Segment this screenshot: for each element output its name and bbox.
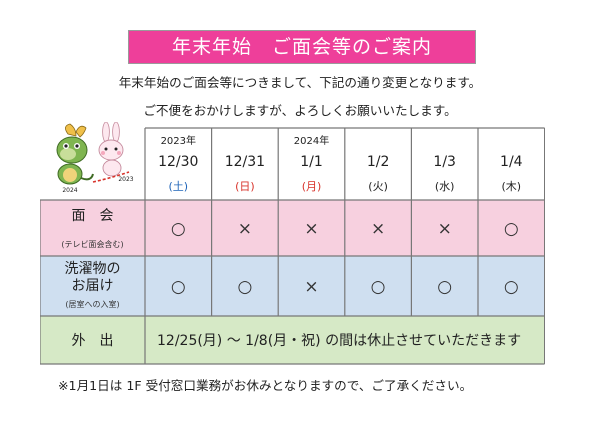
- column-date: 12/31: [225, 154, 265, 170]
- availability-mark: ○: [237, 277, 252, 297]
- availability-mark: ○: [437, 277, 452, 297]
- availability-mark: ×: [371, 219, 385, 239]
- intro-line-1: 年末年始のご面会等につきまして、下記の通り変更となります。: [118, 75, 482, 90]
- column-day: (火): [368, 180, 388, 193]
- availability-mark: ×: [304, 219, 318, 239]
- outing-label: 外 出: [72, 333, 114, 349]
- row-label: 洗濯物の: [65, 261, 121, 277]
- mascot-year-left: 2024: [62, 187, 77, 194]
- column-day: (月): [302, 180, 322, 193]
- column-date: 1/1: [300, 154, 323, 170]
- laundry-row-bg: [40, 256, 545, 316]
- reception-closed-note: ※1月1日は 1F 受付窓口業務がお休みとなりますので、ご了承ください。: [58, 378, 473, 393]
- column-date: 12/30: [158, 154, 198, 170]
- row-label: お届け: [72, 278, 114, 294]
- availability-mark: ○: [504, 277, 519, 297]
- visit-row-bg: [40, 200, 545, 256]
- row-label: 面 会: [72, 208, 114, 224]
- outing-suspension-text: 12/25(月) ～ 1/8(月・祝) の間は休止させていただきます: [157, 333, 521, 349]
- visiting-schedule-table: 2023年 12/30 (土) 12/31 (日) 2024年 1/1 (月) 1/2 (火) 1/…: [40, 127, 545, 365]
- availability-mark: ○: [171, 277, 186, 297]
- column-year: 2024年: [294, 134, 329, 147]
- column-day: (土): [169, 180, 189, 193]
- column-date: 1/3: [433, 154, 456, 170]
- column-day: (木): [502, 180, 522, 193]
- row-sublabel: (居室への入室): [65, 299, 119, 309]
- column-date: 1/4: [500, 154, 523, 170]
- row-sublabel: (テレビ面会含む): [61, 239, 123, 249]
- rabbit-icon: [98, 122, 124, 177]
- column-year: 2023年: [161, 134, 196, 147]
- availability-mark: ○: [371, 277, 386, 297]
- mascot-year-right: 2023: [118, 176, 133, 183]
- outing-row-bg: [40, 316, 545, 364]
- availability-mark: ×: [438, 219, 452, 239]
- availability-mark: ×: [304, 277, 318, 297]
- column-day: (日): [235, 180, 255, 193]
- dragon-rabbit-illustration: 2024 2023: [56, 122, 134, 194]
- availability-mark: ○: [504, 219, 519, 239]
- intro-line-2: ご不便をおかけしますが、よろしくお願いいたします。: [143, 103, 457, 118]
- availability-mark: ×: [238, 219, 252, 239]
- availability-mark: ○: [171, 219, 186, 239]
- column-day: (水): [435, 180, 455, 193]
- dragon-icon: [56, 123, 94, 185]
- column-date: 1/2: [367, 154, 390, 170]
- page-title: 年末年始 ご面会等のご案内: [128, 30, 476, 64]
